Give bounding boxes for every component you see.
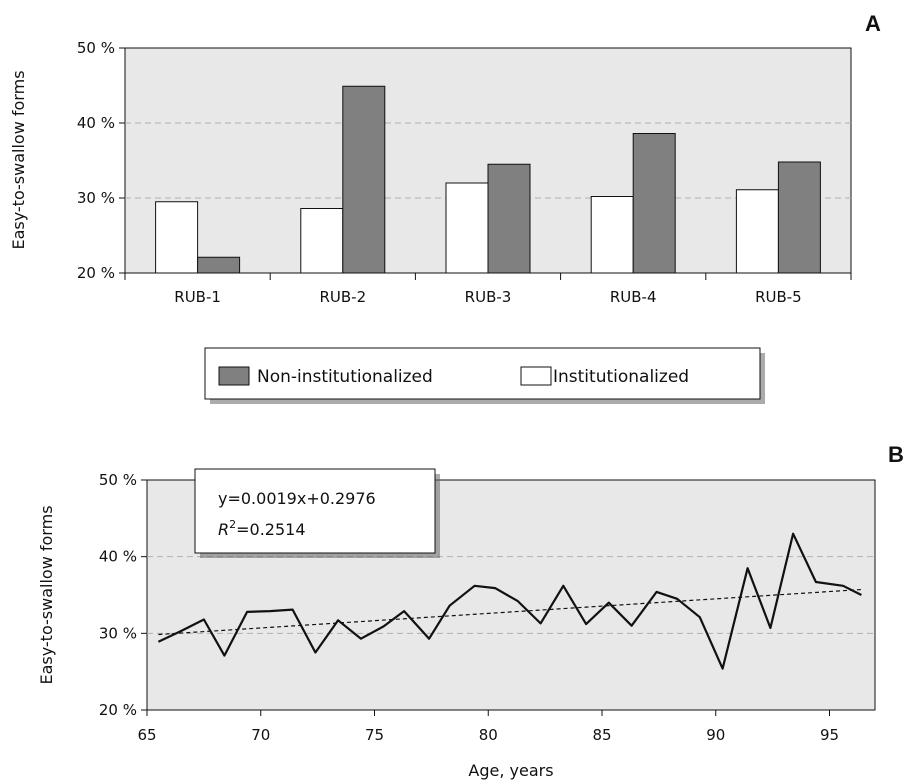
y-tick-label-a: 50 % xyxy=(77,39,115,57)
x-tick-label-a: RUB-4 xyxy=(610,288,657,306)
panel-label-b: B xyxy=(888,442,904,467)
bar-institutionalized xyxy=(590,196,634,274)
panel-b: 65 70 75 80 85 90 95 20 % 30 % 40 % 50 % Easy-to-… xyxy=(37,468,876,780)
trendline-segment xyxy=(158,588,862,636)
legend-label-institutionalized: Institutionalized xyxy=(553,367,689,387)
data-line xyxy=(157,532,862,670)
y-axis-title-b: Easy-to-swallow forms xyxy=(37,505,56,684)
x-tick-label-a: RUB-1 xyxy=(174,288,221,306)
series-line xyxy=(157,532,862,670)
y-tick-label-a: 30 % xyxy=(77,189,115,207)
bar-institutionalized xyxy=(155,201,199,274)
bar-institutionalized xyxy=(445,182,489,274)
y-ticks-b: 20 % 30 % 40 % 50 % xyxy=(99,471,147,719)
y-tick-label-a: 40 % xyxy=(77,114,115,132)
equation-box xyxy=(194,468,436,554)
panel-a: RUB-1 RUB-2 RUB-3 RUB-4 RUB-5 20 % 30 % 40 % 50… xyxy=(9,39,852,306)
x-tick-label-b: 70 xyxy=(251,726,270,744)
legend-swatch-non-institutionalized xyxy=(218,366,250,386)
bars-a xyxy=(155,85,821,274)
r-squared-text: R2=0.2514 xyxy=(218,518,306,539)
bar-non-institutionalized xyxy=(777,161,821,274)
x-tick-label-b: 85 xyxy=(592,726,611,744)
bar-institutionalized xyxy=(735,189,779,274)
x-ticks-a: RUB-1 RUB-2 RUB-3 RUB-4 RUB-5 xyxy=(124,273,852,306)
equation-text: y=0.0019x+0.2976 xyxy=(218,489,376,508)
bar-non-institutionalized xyxy=(197,256,241,274)
x-axis-title-b: Age, years xyxy=(468,761,553,780)
x-tick-label-b: 95 xyxy=(820,726,839,744)
y-tick-label-a: 20 % xyxy=(77,264,115,282)
bar-non-institutionalized xyxy=(487,163,531,274)
y-tick-label-b: 40 % xyxy=(99,548,137,566)
x-ticks-b: 65 70 75 80 85 90 95 xyxy=(137,710,839,744)
x-tick-label-b: 75 xyxy=(365,726,384,744)
x-tick-label-a: RUB-5 xyxy=(755,288,802,306)
legend-swatch-institutionalized xyxy=(520,366,552,386)
bar-institutionalized xyxy=(300,208,344,274)
bar-non-institutionalized xyxy=(632,133,676,274)
x-tick-label-b: 65 xyxy=(137,726,156,744)
x-tick-label-a: RUB-2 xyxy=(319,288,366,306)
legend-box xyxy=(204,347,761,400)
y-tick-label-b: 30 % xyxy=(99,624,137,642)
y-axis-title-a: Easy-to-swallow forms xyxy=(9,70,28,249)
trendline xyxy=(158,588,862,636)
panel-label-a: A xyxy=(865,11,881,36)
bar-non-institutionalized xyxy=(342,85,386,274)
y-ticks-a: 20 % 30 % 40 % 50 % xyxy=(77,39,125,282)
y-tick-label-b: 50 % xyxy=(99,471,137,489)
x-tick-label-b: 80 xyxy=(479,726,498,744)
legend: Non-institutionalized Institutionalized xyxy=(204,347,765,404)
y-tick-label-b: 20 % xyxy=(99,701,137,719)
x-tick-label-b: 90 xyxy=(706,726,725,744)
legend-label-non-institutionalized: Non-institutionalized xyxy=(257,367,433,387)
x-tick-label-a: RUB-3 xyxy=(465,288,512,306)
